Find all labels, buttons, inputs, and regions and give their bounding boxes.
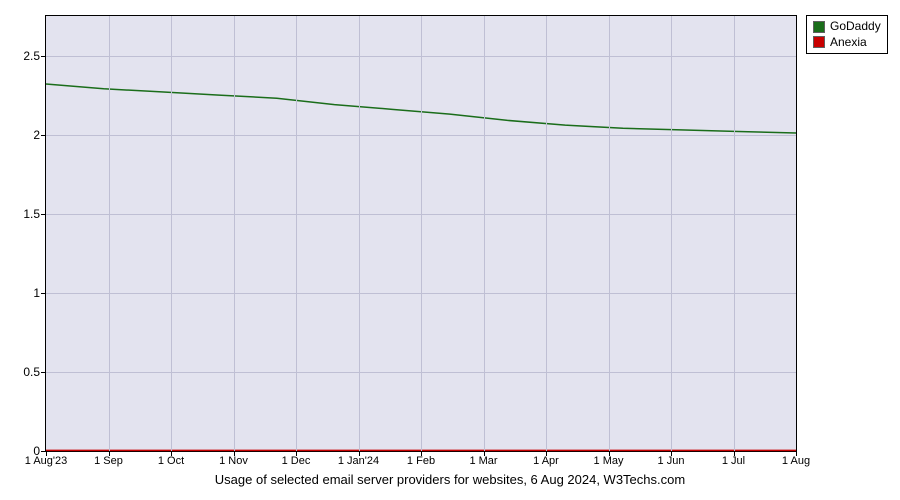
y-tick-label: 0.5 (23, 365, 40, 379)
x-tick-label: 1 May (594, 455, 624, 467)
x-tick-label: 1 Sep (94, 455, 123, 467)
legend-swatch (813, 21, 825, 33)
x-tick-label: 1 Jan'24 (338, 455, 379, 467)
x-tick-label: 1 Nov (219, 455, 248, 467)
grid-line-vertical (671, 16, 672, 451)
y-tick-mark (41, 372, 46, 373)
grid-line-vertical (546, 16, 547, 451)
grid-line-vertical (296, 16, 297, 451)
legend: GoDaddyAnexia (806, 15, 888, 54)
chart-container: 00.511.522.51 Aug'231 Sep1 Oct1 Nov1 Dec… (0, 0, 900, 500)
legend-item: GoDaddy (813, 19, 881, 35)
chart-caption: Usage of selected email server providers… (0, 472, 900, 487)
y-tick-label: 1 (33, 286, 40, 300)
y-tick-mark (41, 293, 46, 294)
y-tick-label: 2 (33, 128, 40, 142)
grid-line-vertical (421, 16, 422, 451)
grid-line-vertical (484, 16, 485, 451)
grid-line-vertical (734, 16, 735, 451)
x-tick-label: 1 Oct (158, 455, 184, 467)
grid-line-vertical (171, 16, 172, 451)
legend-label: GoDaddy (830, 19, 881, 35)
y-tick-mark (41, 135, 46, 136)
x-tick-label: 1 Jun (658, 455, 685, 467)
legend-label: Anexia (830, 35, 867, 51)
x-tick-label: 1 Mar (469, 455, 497, 467)
grid-line-vertical (234, 16, 235, 451)
y-tick-mark (41, 214, 46, 215)
plot-area: 00.511.522.51 Aug'231 Sep1 Oct1 Nov1 Dec… (45, 15, 797, 452)
x-tick-label: 1 Apr (533, 455, 559, 467)
grid-line-vertical (609, 16, 610, 451)
x-tick-label: 1 Jul (722, 455, 745, 467)
grid-line-vertical (109, 16, 110, 451)
x-tick-label: 1 Aug (782, 455, 810, 467)
y-tick-label: 1.5 (23, 207, 40, 221)
y-tick-label: 2.5 (23, 49, 40, 63)
y-tick-mark (41, 56, 46, 57)
legend-item: Anexia (813, 35, 881, 51)
legend-swatch (813, 36, 825, 48)
x-tick-label: 1 Aug'23 (25, 455, 67, 467)
x-tick-label: 1 Dec (282, 455, 311, 467)
x-tick-label: 1 Feb (407, 455, 435, 467)
grid-line-vertical (359, 16, 360, 451)
